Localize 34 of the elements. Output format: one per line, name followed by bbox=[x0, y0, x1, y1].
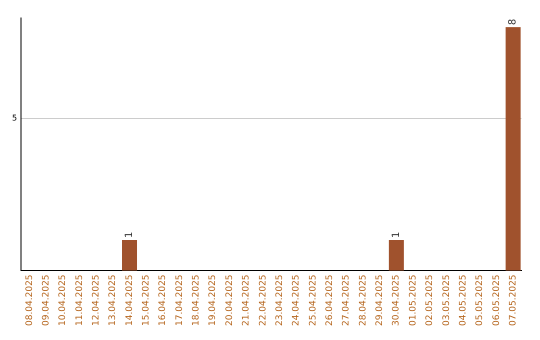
x-tick-label: 08.04.2025 bbox=[24, 274, 35, 326]
x-tick-label: 16.04.2025 bbox=[158, 274, 168, 326]
x-tick-label: 04.05.2025 bbox=[458, 274, 468, 326]
x-tick-label: 09.04.2025 bbox=[41, 274, 52, 326]
x-tick-label: 22.04.2025 bbox=[258, 274, 268, 326]
x-tick-label: 25.04.2025 bbox=[308, 274, 318, 326]
x-tick-label: 24.04.2025 bbox=[292, 274, 302, 326]
x-tick-label: 05.05.2025 bbox=[475, 274, 486, 326]
data-label: 1 bbox=[124, 232, 136, 238]
x-tick-label: 29.04.2025 bbox=[375, 274, 386, 326]
data-label: 8 bbox=[508, 18, 519, 26]
y-tick-label: 5 bbox=[12, 113, 18, 122]
x-tick-label: 17.04.2025 bbox=[174, 274, 185, 326]
x-tick-label: 06.05.2025 bbox=[492, 274, 502, 326]
x-tick-label: 07.05.2025 bbox=[508, 274, 518, 326]
x-tick-label: 03.05.2025 bbox=[442, 274, 452, 326]
x-tick-label: 12.04.2025 bbox=[91, 274, 102, 326]
x-tick-label: 18.04.2025 bbox=[192, 274, 202, 326]
x-tick-label: 27.04.2025 bbox=[342, 274, 352, 326]
x-tick-label: 01.05.2025 bbox=[408, 274, 418, 326]
x-tick-label: 21.04.2025 bbox=[242, 274, 252, 326]
x-tick-label: 23.04.2025 bbox=[274, 274, 285, 326]
x-tick-label: 30.04.2025 bbox=[392, 274, 402, 326]
x-tick-label: 02.05.2025 bbox=[425, 274, 436, 326]
x-tick-label: 19.04.2025 bbox=[208, 274, 218, 326]
x-tick-label: 10.04.2025 bbox=[58, 274, 68, 326]
x-tick-label: 26.04.2025 bbox=[325, 274, 336, 326]
x-tick-label: 13.04.2025 bbox=[108, 274, 118, 326]
x-tick-label: 15.04.2025 bbox=[142, 274, 152, 326]
x-tick-label: 11.04.2025 bbox=[74, 274, 85, 326]
x-tick-label: 20.04.2025 bbox=[224, 274, 235, 326]
data-label: 1 bbox=[390, 232, 402, 238]
x-tick-label: 14.04.2025 bbox=[124, 274, 135, 326]
x-tick-label: 28.04.2025 bbox=[358, 274, 368, 326]
